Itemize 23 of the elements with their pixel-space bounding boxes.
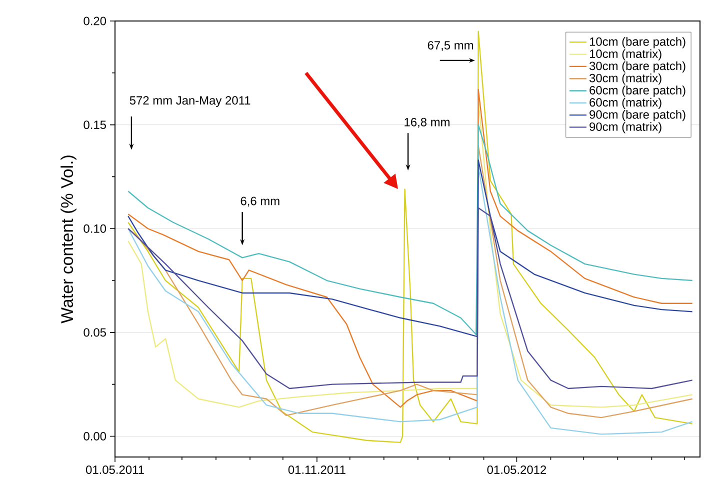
annotation: 572 mm Jan-May 2011: [130, 96, 250, 108]
legend-label: 10cm (matrix): [590, 49, 662, 60]
y-tick-label: 0.20: [84, 16, 106, 26]
legend-label: 60cm (matrix): [590, 98, 662, 109]
y-tick-label: 0.15: [84, 120, 106, 130]
y-tick-label: 0.05: [84, 328, 106, 337]
annotation: 67,5 mm: [428, 41, 474, 51]
legend-label: 30cm (matrix): [589, 74, 662, 85]
line-series: [128, 207, 693, 390]
annotation: 16,8 mm: [404, 118, 450, 128]
y-axis-title: Water content (% Vol.): [60, 156, 76, 324]
y-tick-label: 0.10: [84, 224, 106, 233]
line-series: [128, 160, 693, 338]
legend-label: 10cm (bare patch): [590, 37, 686, 48]
x-tick-label: 01.05.2012: [487, 466, 546, 474]
legend-label: 90cm (bare patch): [590, 110, 686, 122]
legend-label: 30cm (bare patch): [589, 61, 686, 73]
x-tick-label: 01.11.2011: [288, 466, 346, 474]
legend-label: 90cm (matrix): [590, 122, 662, 134]
y-tick-label: 0.00: [84, 432, 106, 440]
x-tick-label: 01.05.2011: [86, 466, 144, 474]
legend-label: 60cm (bare patch): [590, 86, 686, 97]
annotation: 6,6 mm: [240, 196, 280, 207]
